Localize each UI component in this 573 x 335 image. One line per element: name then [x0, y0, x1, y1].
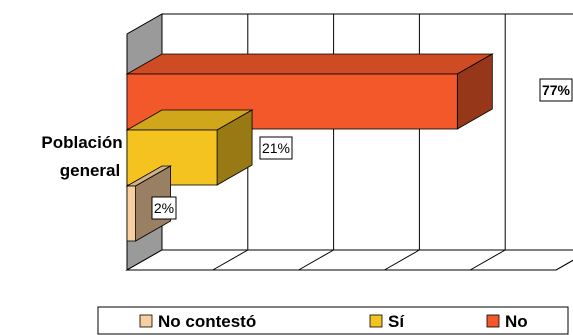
legend-swatch-0: [139, 314, 153, 328]
floor-line-100: [555, 259, 573, 271]
floor-line-40: [298, 249, 334, 271]
data-label-text-2: 77%: [542, 82, 571, 98]
bar-front-0: [126, 185, 136, 242]
bars: [125, 53, 494, 242]
bar-top-2: [125, 53, 494, 75]
data-label-1: 21%: [259, 136, 293, 160]
data-label-2: 77%: [539, 78, 573, 102]
category-label-line-1: Población: [41, 133, 122, 152]
legend-swatch-2: [486, 314, 500, 328]
data-labels: 2% 21% 77%: [151, 78, 573, 220]
data-label-box-2: [539, 78, 573, 102]
legend: No contestó Sí No: [97, 306, 569, 335]
legend-label-1: Sí: [388, 312, 405, 331]
bar-1: [125, 109, 254, 186]
bar-front-1: [126, 129, 218, 186]
data-label-box-1: [259, 136, 293, 160]
data-label-0: 2%: [151, 196, 177, 220]
legend-item-0: No contestó: [139, 312, 256, 331]
floor-line-80: [469, 249, 506, 271]
floor-line-60: [384, 249, 420, 271]
legend-item-2: No: [486, 312, 528, 331]
data-label-text-0: 2%: [154, 200, 174, 216]
data-label-box-0: [151, 196, 177, 220]
legend-label-0: No contestó: [158, 312, 256, 331]
category-label-line-2: general: [60, 161, 120, 180]
legend-swatch-1: [369, 314, 383, 328]
floor-line-20: [212, 249, 249, 271]
data-label-text-1: 21%: [262, 140, 290, 156]
legend-item-1: Sí: [369, 312, 405, 331]
legend-label-2: No: [505, 312, 528, 331]
floor: [125, 249, 573, 271]
